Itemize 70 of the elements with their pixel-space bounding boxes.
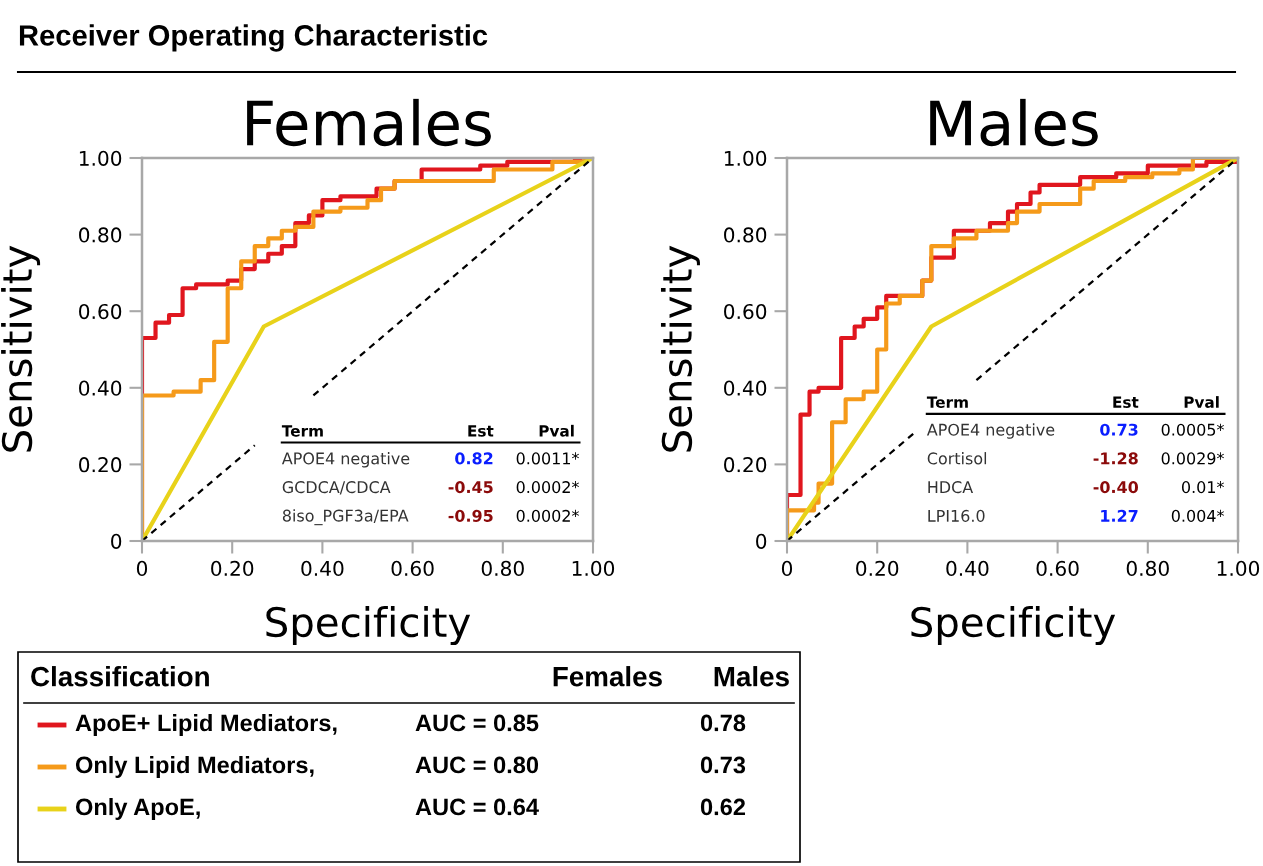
annotation: 0.73: [1100, 423, 1138, 436]
annotation: Est: [468, 425, 494, 437]
x-tick-label: 1.00: [572, 560, 615, 577]
x-tick-label: 0.60: [1036, 560, 1079, 577]
y-tick-label: 0.80: [79, 227, 122, 243]
annotation: Pval: [539, 424, 574, 437]
annotation: 0.0002*: [516, 509, 579, 522]
x-tick-label: 0.40: [946, 560, 989, 577]
chart-title: Females: [247, 98, 491, 147]
y-tick-label: 0.40: [724, 380, 767, 396]
annotation: 0.82: [455, 452, 493, 465]
x-tick-label: 0: [136, 560, 148, 577]
x-tick-label: 0.20: [856, 560, 899, 577]
annotation: 0.0005*: [1161, 423, 1224, 436]
text: AUC = 0.80: [415, 756, 539, 774]
y-tick-label: 1.00: [724, 150, 767, 166]
annotation: APOE4 negative: [926, 423, 1055, 439]
annotation: 0.004*: [1171, 509, 1224, 522]
x-tick-label: 0.20: [211, 560, 254, 577]
annotation: -0.40: [1093, 481, 1139, 494]
chart-title: Males: [930, 98, 1098, 147]
x-tick-label: 0.40: [301, 560, 344, 577]
text: Females: [553, 666, 662, 687]
annotation: Term: [281, 425, 323, 437]
annotation: GCDCA/CDCA: [282, 481, 391, 495]
annotation: -0.95: [448, 509, 493, 522]
y-tick-label: 0.60: [79, 303, 122, 320]
legend-title: Classification: [31, 666, 209, 687]
text: 0.62: [700, 798, 746, 816]
y-tick-label: 1.00: [79, 150, 122, 166]
text: AUC = 0.85: [415, 714, 539, 732]
text: Receiver Operating Characteristic: [19, 24, 488, 52]
x-tick-label: 0: [781, 560, 793, 577]
annotation: -1.28: [1093, 452, 1138, 465]
annotation: 0.0002*: [516, 481, 579, 494]
y-tick-label: 0.40: [79, 380, 122, 396]
text: Males: [714, 666, 789, 687]
y-tick-label: 0.20: [724, 457, 767, 473]
legend-label: ApoE+ Lipid Mediators,: [75, 713, 337, 737]
annotation: Cortisol: [927, 452, 987, 465]
legend-label: Only Lipid Mediators,: [75, 755, 314, 779]
y-tick-label: 0: [111, 533, 122, 549]
annotation: Term: [926, 396, 968, 408]
x-tick-label: 0.80: [481, 560, 524, 577]
annotation: 1.27: [1101, 509, 1138, 522]
annotation: -0.45: [448, 481, 493, 494]
x-tick-label: 1.00: [1217, 560, 1260, 577]
text: 0.78: [700, 714, 746, 732]
annotation: Est: [1113, 396, 1139, 408]
y-tick-label: 0.60: [724, 303, 767, 320]
x-axis-title: Specificity: [266, 606, 471, 646]
x-tick-label: 0.60: [391, 560, 434, 577]
annotation: 0.01*: [1181, 481, 1224, 494]
y-tick-label: 0: [756, 533, 767, 549]
annotation: 8iso_PGF3a/EPA: [282, 509, 409, 526]
y-axis-title: Sensitivity: [1, 245, 41, 452]
y-tick-label: 0.80: [724, 227, 767, 243]
annotation: HDCA: [928, 481, 974, 494]
legend-label: Only ApoE,: [75, 797, 200, 821]
annotation: Pval: [1184, 396, 1219, 408]
x-axis-title: Specificity: [911, 606, 1116, 646]
annotation: 0.0011*: [516, 452, 579, 465]
y-tick-label: 0.20: [79, 457, 122, 473]
y-axis-title: Sensitivity: [660, 245, 700, 452]
annotation: 0.0029*: [1161, 452, 1224, 465]
annotation: LPI16.0: [928, 509, 985, 522]
text: AUC = 0.64: [415, 798, 539, 816]
x-tick-label: 0.80: [1126, 560, 1169, 577]
text: 0.73: [700, 756, 746, 774]
annotation: APOE4 negative: [281, 452, 410, 468]
